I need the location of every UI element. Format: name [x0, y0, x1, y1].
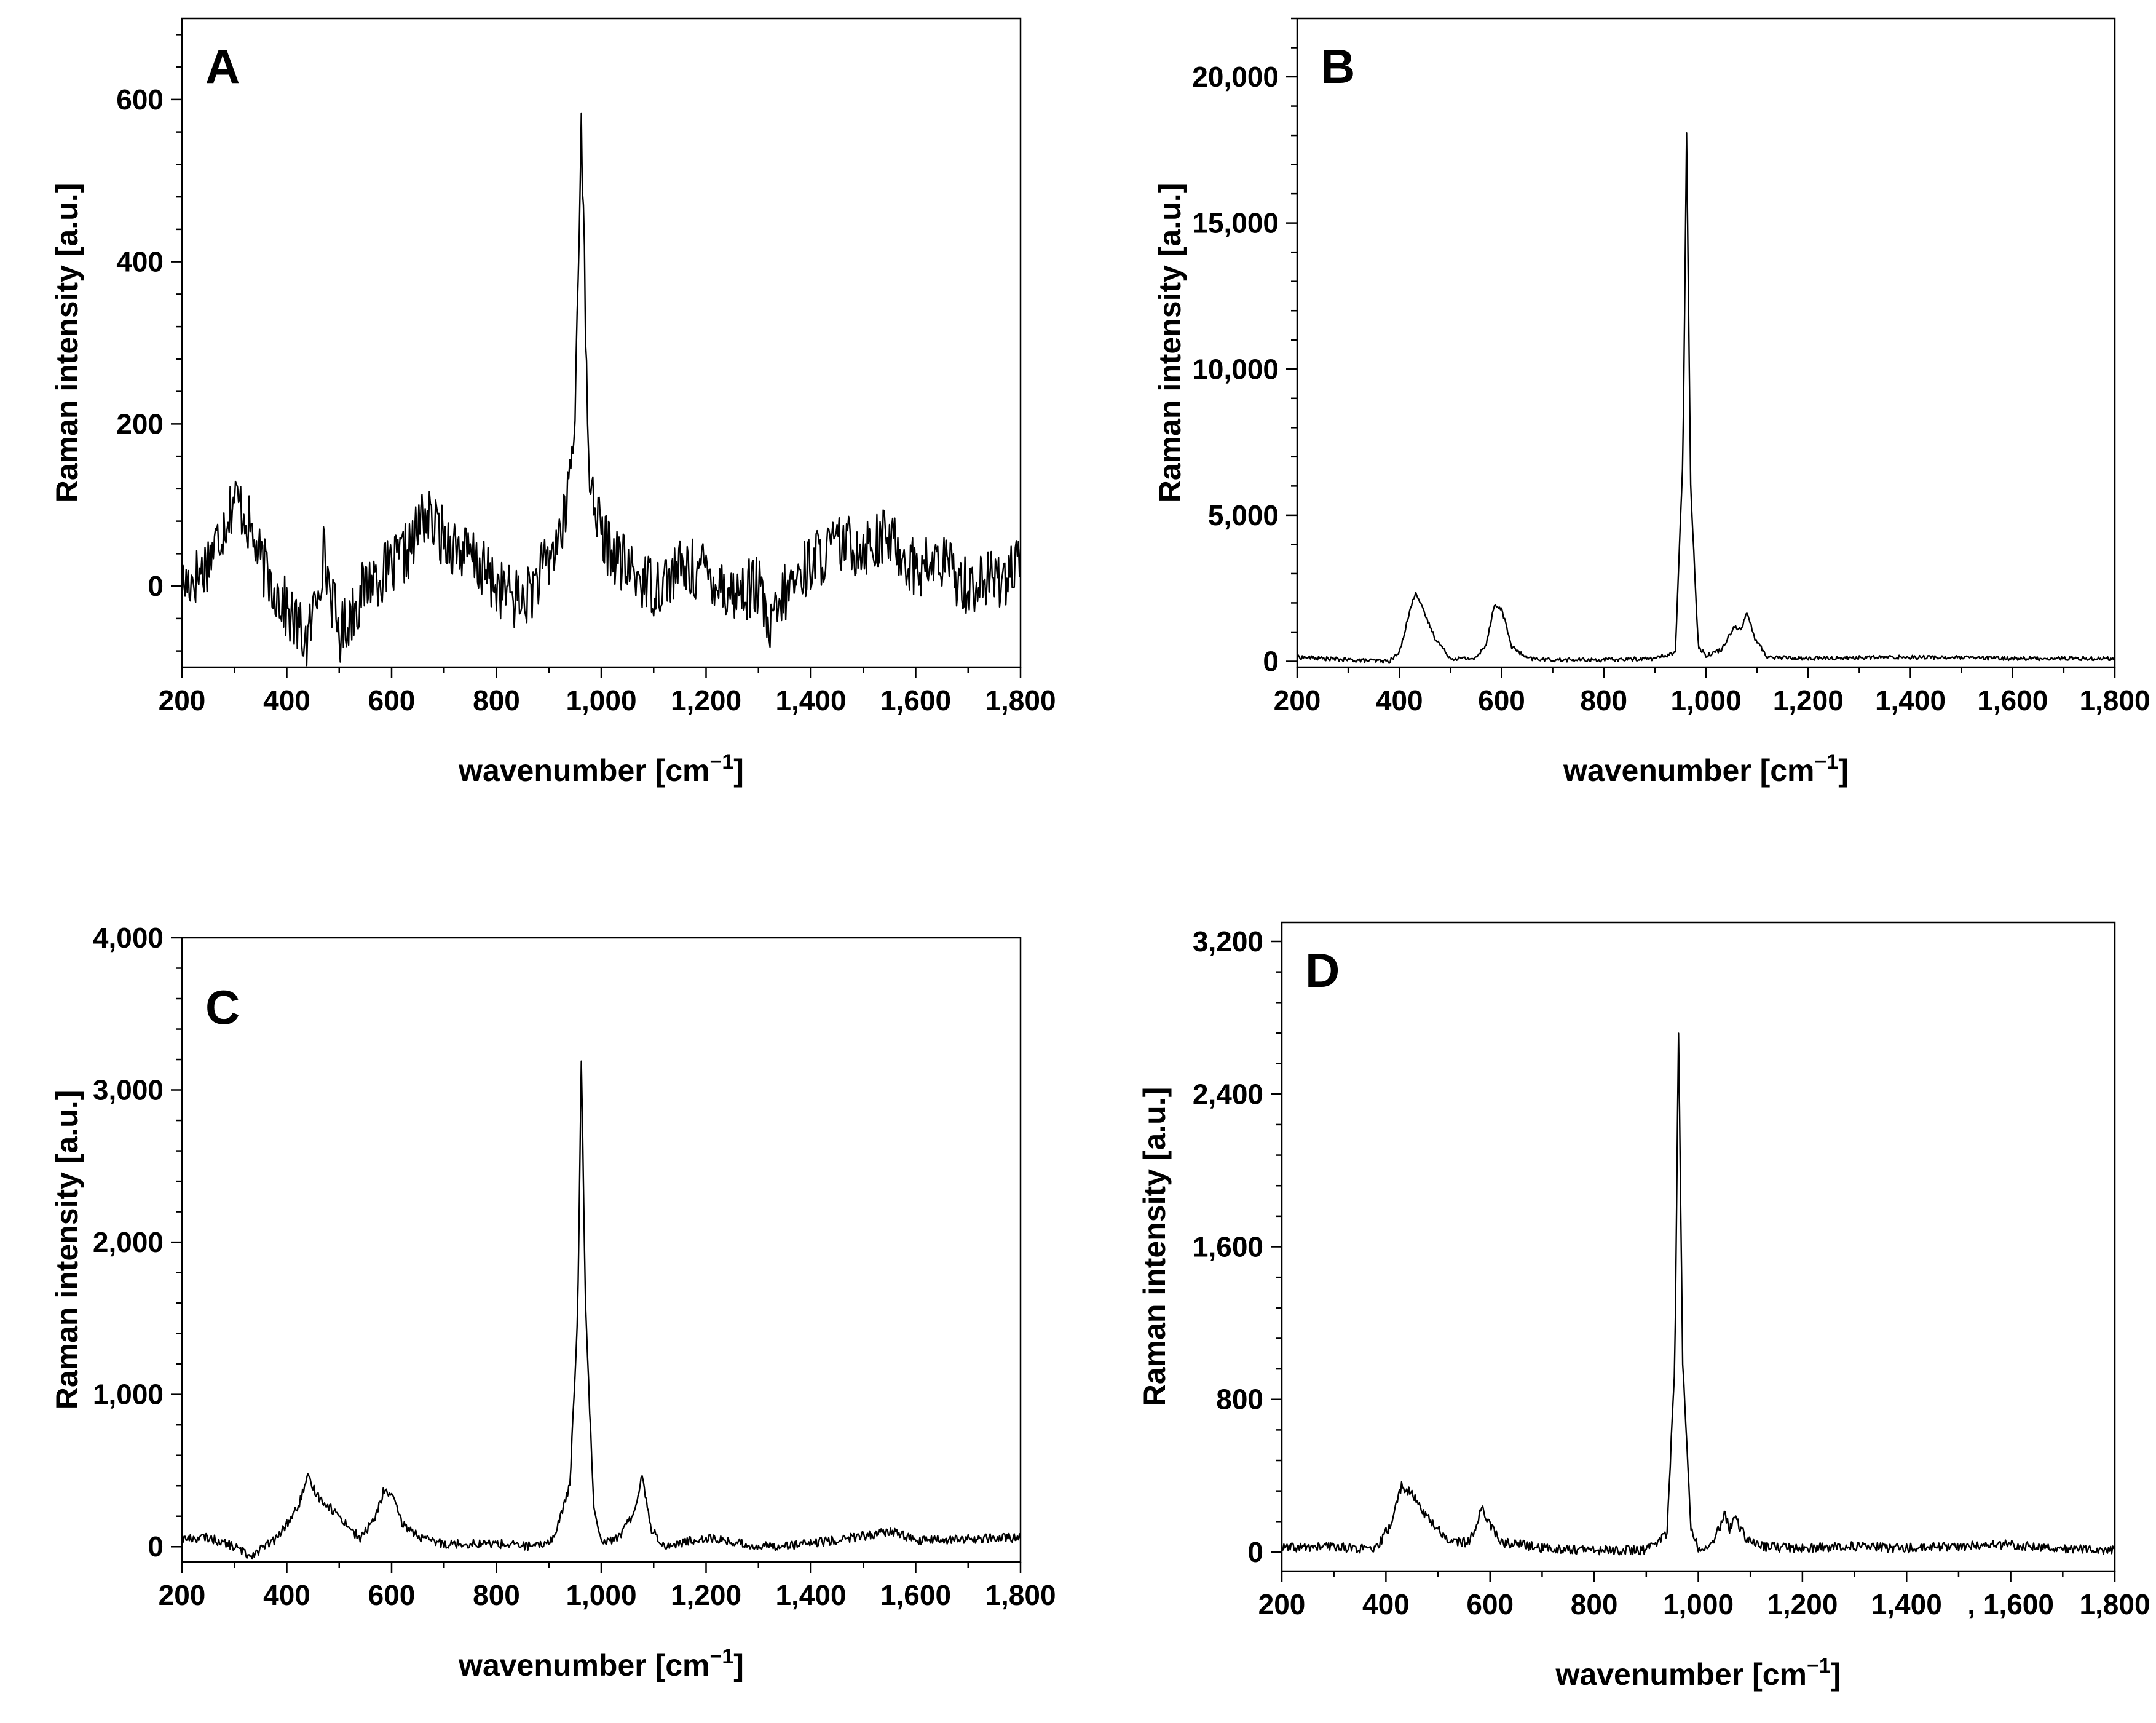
spectrum-line-c: [182, 1060, 1021, 1560]
x-axis-title-sup: −1: [1815, 750, 1839, 774]
y-tick-label: 400: [116, 246, 164, 278]
x-axis-title-end: ]: [1838, 753, 1849, 788]
y-tick-label: 0: [1247, 1536, 1263, 1568]
panel-label: B: [1321, 39, 1355, 93]
panel-label: C: [205, 980, 240, 1034]
x-tick-label: 1,400: [775, 684, 846, 716]
x-tick-label: 1,600: [880, 684, 951, 716]
panel-c: 200 400 600 800 1,000 1,200 1,400 1,600 1,800 0 1,…: [50, 922, 1056, 1682]
y-axis-title: Raman intensity [a.u.]: [1137, 1087, 1172, 1407]
y-tick-label: 2,400: [1193, 1078, 1263, 1110]
y-tick-label: 800: [1216, 1384, 1263, 1416]
x-tick-label: 800: [473, 1579, 520, 1611]
y-tick-label: 0: [1263, 645, 1279, 677]
x-tick-label: 1,200: [671, 1579, 741, 1611]
y-axis-title: Raman intensity [a.u.]: [50, 1090, 84, 1410]
x-tick-label: 1,800: [2079, 684, 2150, 716]
spectrum-line-b: [1297, 132, 2115, 664]
x-axis-title-end: ]: [1831, 1657, 1841, 1692]
x-tick-label: 1,400: [775, 1579, 846, 1611]
x-axis-title-main: wavenumber [cm: [458, 1648, 709, 1682]
x-tick-label: 200: [1274, 684, 1321, 716]
x-tick-label: 200: [1258, 1588, 1306, 1620]
y-axis-title: Raman intensity [a.u.]: [1153, 183, 1187, 503]
x-tick-label: 600: [1478, 684, 1525, 716]
x-tick-label: 1,600: [1977, 684, 2048, 716]
x-axis-title-end: ]: [733, 753, 744, 788]
x-tick-label: 1,000: [1670, 684, 1741, 716]
panel-a: 200 400 600 800 1,000 1,200 1,400 1,600 1,800 0 20…: [50, 17, 1056, 788]
x-tick-label: 800: [1571, 1588, 1618, 1620]
x-axis-title: wavenumber [cm−1]: [1555, 1654, 1841, 1692]
x-tick-label: 1,000: [566, 684, 636, 716]
x-tick-label: 800: [473, 684, 520, 716]
x-tick-label: 600: [368, 684, 416, 716]
plot-frame: [181, 17, 1022, 668]
x-tick-label: 1,600: [880, 1579, 951, 1611]
panel-label: D: [1305, 943, 1340, 997]
y-tick-label: 3,000: [93, 1074, 164, 1106]
x-axis-title-main: wavenumber [cm: [1555, 1657, 1807, 1692]
y-tick-label: 10,000: [1192, 353, 1279, 385]
x-axis-title-sup: −1: [710, 1645, 734, 1668]
x-axis-title-sup: −1: [1807, 1654, 1831, 1677]
y-tick-label: 1,600: [1193, 1231, 1263, 1263]
x-axis-title: wavenumber [cm−1]: [458, 750, 744, 788]
y-tick-label: 0: [148, 570, 164, 602]
x-tick-label: 400: [263, 684, 310, 716]
y-tick-label: 200: [116, 408, 164, 440]
x-tick-label: 1,000: [566, 1579, 636, 1611]
x-tick-label: 200: [159, 684, 206, 716]
x-tick-label: 1,800: [2079, 1588, 2150, 1620]
x-tick-label: 200: [159, 1579, 206, 1611]
plot-frame: [181, 937, 1022, 1563]
plot-frame: [1296, 17, 2116, 668]
plot-frame: [1281, 921, 2116, 1572]
y-tick-label: 0: [148, 1531, 164, 1563]
x-axis-title: wavenumber [cm−1]: [458, 1645, 744, 1682]
y-axis-title: Raman intensity [a.u.]: [50, 183, 84, 503]
x-tick-label: 1,200: [671, 684, 741, 716]
x-axis-title-sup: −1: [710, 750, 734, 774]
x-tick-label: 400: [1362, 1588, 1410, 1620]
x-tick-label: , 1,600: [1967, 1588, 2054, 1620]
x-tick-label: 600: [1466, 1588, 1514, 1620]
x-axis-title-main: wavenumber [cm: [1563, 753, 1814, 788]
x-axis-title-end: ]: [733, 1648, 744, 1682]
x-axis-title: wavenumber [cm−1]: [1563, 750, 1849, 788]
panel-label: A: [205, 39, 240, 93]
x-tick-label: 600: [368, 1579, 416, 1611]
x-tick-label: 1,200: [1773, 684, 1844, 716]
x-tick-label: 800: [1580, 684, 1627, 716]
x-tick-label: 400: [1376, 684, 1423, 716]
x-tick-label: 400: [263, 1579, 310, 1611]
y-tick-label: 15,000: [1192, 207, 1279, 239]
x-tick-label: 1,200: [1767, 1588, 1838, 1620]
spectrum-line-a: [182, 112, 1021, 667]
x-tick-label: 1,400: [1875, 684, 1946, 716]
y-tick-label: 600: [116, 84, 164, 116]
y-tick-label: 2,000: [93, 1226, 164, 1258]
x-axis-title-main: wavenumber [cm: [458, 753, 709, 788]
y-tick-label: 1,000: [93, 1379, 164, 1411]
y-tick-label: 3,200: [1193, 925, 1263, 957]
panel-b: 200 400 600 800 1,000 1,200 1,400 1,600 1,800 0 5,…: [1153, 17, 2150, 788]
x-tick-label: 1,000: [1663, 1588, 1734, 1620]
y-tick-label: 4,000: [93, 922, 164, 954]
x-tick-label: 1,800: [985, 684, 1056, 716]
x-tick-label: 1,400: [1871, 1588, 1942, 1620]
panel-d: 200 400 600 800 1,000 1,200 1,400 , 1,600 1,800 0…: [1137, 921, 2150, 1692]
x-tick-label: 1,800: [985, 1579, 1056, 1611]
spectrum-line-d: [1282, 1032, 2115, 1556]
y-tick-label: 20,000: [1192, 61, 1279, 93]
y-tick-label: 5,000: [1208, 499, 1279, 531]
